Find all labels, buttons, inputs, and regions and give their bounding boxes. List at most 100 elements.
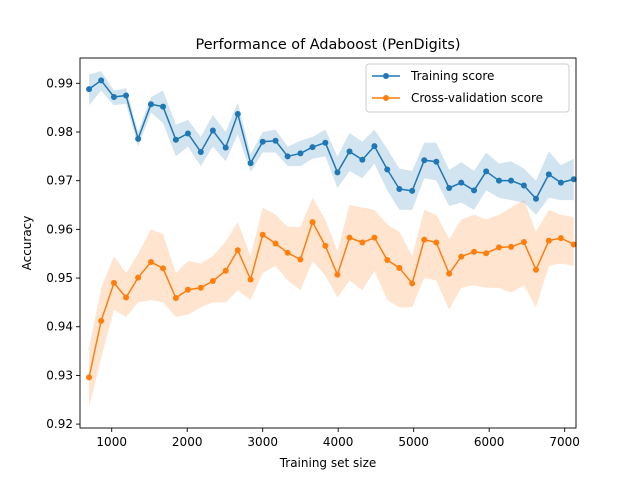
training-point	[557, 179, 564, 186]
axes-frame	[79, 57, 577, 429]
training-point	[496, 177, 502, 184]
y-tick-label: 0.92	[46, 417, 73, 431]
training-point	[483, 168, 490, 175]
cv-point	[359, 239, 366, 246]
y-tick-label: 0.94	[46, 320, 73, 334]
legend-label-cv: Cross-validation score	[411, 91, 543, 105]
training-point	[234, 110, 241, 117]
training-point	[209, 127, 216, 134]
cv-point	[135, 274, 142, 281]
training-point	[222, 144, 229, 151]
cv-point	[421, 236, 428, 243]
cv-point	[222, 267, 229, 274]
cv-point	[446, 270, 453, 277]
cv-point	[98, 317, 105, 324]
training-point	[247, 160, 254, 167]
training-point	[259, 138, 266, 145]
cv-point	[371, 234, 378, 241]
training-point	[409, 187, 416, 194]
cv-point	[247, 276, 254, 283]
cv-point	[483, 250, 490, 257]
cv-point	[520, 239, 527, 246]
cv-point	[570, 241, 577, 248]
y-tick-label: 0.95	[46, 271, 73, 285]
x-axis-label: Training set size	[279, 456, 377, 470]
training-point	[346, 148, 353, 155]
cv-point	[334, 271, 341, 278]
training-point	[184, 130, 191, 137]
training-point	[421, 157, 428, 164]
training-point	[309, 144, 316, 151]
training-point	[284, 153, 291, 160]
cv-line	[88, 220, 575, 378]
y-axis-label: Accuracy	[20, 216, 34, 271]
y-tick-label: 0.97	[46, 174, 73, 188]
training-point	[98, 77, 105, 84]
cv-point	[147, 258, 154, 265]
y-tick-label: 0.93	[46, 368, 73, 382]
legend-marker-cv	[383, 95, 389, 101]
training-point	[135, 135, 142, 142]
training-point	[86, 86, 93, 93]
cv-point	[259, 231, 266, 238]
x-tick-label: 5000	[398, 435, 429, 449]
cv-band	[89, 197, 574, 408]
cv-point	[197, 284, 204, 291]
training-point	[433, 158, 440, 165]
x-tick-label: 7000	[549, 435, 580, 449]
cv-point	[272, 240, 279, 247]
y-axis: 0.92 0.93 0.94 0.95 0.96 0.97 0.98 0.99	[46, 76, 80, 431]
training-point	[172, 136, 179, 143]
x-axis: 1000 2000 3000 4000 5000 6000 7000	[96, 428, 580, 449]
x-tick-label: 1000	[96, 435, 127, 449]
legend: Training score Cross-validation score	[365, 63, 570, 113]
cv-point	[471, 248, 478, 255]
cv-point	[532, 266, 539, 273]
cv-point	[396, 264, 403, 271]
training-point	[272, 137, 279, 144]
cv-point	[384, 257, 391, 264]
cv-point	[123, 294, 130, 301]
y-tick-label: 0.99	[46, 76, 73, 90]
legend-marker-training	[383, 73, 389, 79]
training-point	[110, 93, 117, 100]
training-point	[123, 92, 130, 99]
cv-point	[409, 280, 416, 287]
cv-point	[309, 219, 316, 226]
y-tick-label: 0.96	[46, 222, 73, 236]
training-point	[532, 195, 539, 202]
cv-point	[508, 243, 515, 250]
cv-point	[209, 277, 216, 284]
cv-point	[557, 235, 564, 242]
training-point	[471, 187, 478, 194]
cv-point	[322, 242, 329, 249]
training-point	[458, 179, 465, 186]
x-tick-label: 3000	[247, 435, 278, 449]
x-tick-label: 4000	[323, 435, 354, 449]
training-point	[297, 150, 304, 157]
cv-point	[297, 256, 304, 263]
cv-point	[284, 249, 291, 256]
cv-point	[172, 295, 179, 302]
training-point	[371, 143, 378, 150]
cv-point	[458, 253, 465, 260]
chart-title: Performance of Adaboost (PenDigits)	[196, 37, 461, 53]
cv-point	[545, 237, 552, 244]
cv-point	[346, 234, 353, 241]
x-tick-label: 6000	[474, 435, 505, 449]
cv-point	[160, 265, 167, 272]
training-line	[88, 79, 574, 200]
training-point	[334, 169, 341, 176]
training-point	[545, 171, 552, 178]
cv-point	[433, 239, 440, 246]
training-point	[322, 139, 329, 146]
y-tick-label: 0.98	[46, 125, 73, 139]
training-point	[570, 176, 577, 183]
cv-point	[110, 279, 117, 286]
training-point	[197, 148, 204, 155]
training-point	[384, 166, 391, 173]
training-point	[147, 101, 154, 108]
legend-label-training: Training score	[410, 69, 494, 83]
cv-point	[496, 244, 502, 251]
